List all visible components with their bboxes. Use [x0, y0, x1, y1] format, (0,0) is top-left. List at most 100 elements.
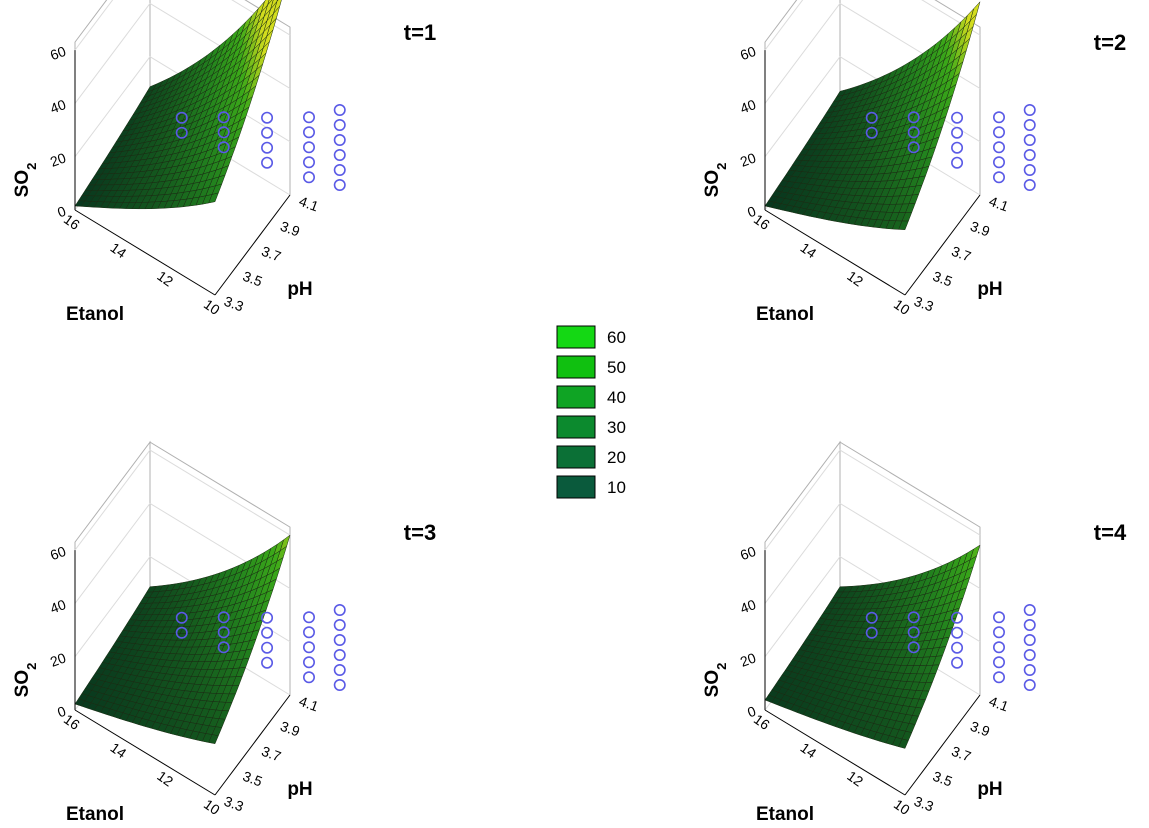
z-axis-label: SO2	[12, 163, 39, 198]
z-tick-label: 20	[738, 149, 758, 169]
z-tick-label: 20	[738, 649, 758, 669]
z-tick-label: 60	[48, 43, 68, 63]
observed-point	[907, 111, 920, 124]
x-tick-label: 12	[154, 768, 176, 790]
y-tick-label: 3.3	[912, 793, 936, 815]
surface-cell	[764, 694, 776, 703]
observed-points	[175, 104, 346, 192]
z-gridline	[764, 449, 981, 551]
y-tick-label: 3.5	[241, 268, 265, 290]
x-tick-label: 12	[154, 268, 176, 290]
z-axis-label: SO2	[702, 163, 729, 198]
legend: 60 50 40 30 20 10	[556, 325, 626, 499]
observed-point	[907, 611, 920, 624]
observed-point	[333, 634, 346, 647]
y-axis-label: pH	[287, 279, 312, 300]
legend-label: 50	[607, 358, 626, 377]
observed-point	[907, 626, 920, 639]
observed-point	[302, 171, 315, 184]
x-tick-label: 12	[844, 768, 866, 790]
observed-point	[333, 179, 346, 192]
observed-point	[1023, 134, 1036, 147]
observed-point	[217, 611, 230, 624]
observed-point	[1023, 649, 1036, 662]
z-tick-label: 20	[48, 149, 68, 169]
surface-cell	[74, 698, 86, 707]
observed-point	[175, 626, 188, 639]
observed-point	[951, 111, 964, 124]
z-gridline	[764, 0, 981, 51]
observed-point	[261, 626, 274, 639]
z-tick-label: 20	[48, 649, 68, 669]
observed-points	[865, 604, 1036, 692]
observed-point	[951, 156, 964, 169]
z-tick-label: 40	[48, 596, 68, 616]
x-axis-line	[764, 209, 906, 296]
y-tick-label: 3.7	[259, 743, 283, 765]
legend-swatch	[556, 355, 596, 379]
observed-point	[302, 626, 315, 639]
x-tick-label: 12	[844, 268, 866, 290]
y-tick-label: 3.3	[222, 293, 246, 315]
y-tick-label: 4.1	[297, 193, 321, 215]
observed-point	[992, 126, 1005, 139]
z-tick-label: 40	[738, 96, 758, 116]
observed-point	[302, 156, 315, 169]
observed-point	[217, 626, 230, 639]
x-tick-label: 10	[201, 796, 223, 818]
z-tick-label: 60	[738, 543, 758, 563]
observed-point	[1023, 664, 1036, 677]
observed-point	[1023, 679, 1036, 692]
observed-point	[865, 611, 878, 624]
observed-point	[333, 649, 346, 662]
observed-point	[865, 111, 878, 124]
observed-point	[1023, 104, 1036, 117]
observed-points	[175, 604, 346, 692]
surface	[74, 0, 282, 210]
observed-point	[1023, 619, 1036, 632]
panel-title: t=4	[1094, 520, 1127, 545]
observed-point	[261, 156, 274, 169]
observed-point	[1023, 164, 1036, 177]
z-axis-label: SO2	[702, 663, 729, 698]
y-axis-line	[214, 694, 291, 796]
x-axis-label: Etanol	[756, 304, 814, 325]
observed-point	[992, 626, 1005, 639]
x-axis-line	[74, 209, 216, 296]
observed-point	[951, 611, 964, 624]
surface	[764, 544, 981, 749]
observed-point	[217, 111, 230, 124]
observed-point	[261, 656, 274, 669]
observed-point	[951, 126, 964, 139]
legend-swatch	[556, 475, 596, 499]
observed-point	[302, 141, 315, 154]
observed-point	[907, 126, 920, 139]
observed-point	[992, 141, 1005, 154]
y-tick-label: 3.3	[912, 293, 936, 315]
observed-point	[217, 641, 230, 654]
x-tick-label: 10	[891, 796, 913, 818]
observed-point	[992, 156, 1005, 169]
observed-point	[1023, 634, 1036, 647]
y-tick-label: 3.9	[968, 718, 992, 740]
observed-point	[865, 626, 878, 639]
observed-point	[333, 134, 346, 147]
observed-point	[261, 111, 274, 124]
observed-point	[992, 611, 1005, 624]
legend-label: 40	[607, 388, 626, 407]
observed-point	[217, 126, 230, 139]
observed-point	[1023, 179, 1036, 192]
x-tick-label: 14	[108, 239, 130, 261]
x-axis-label: Etanol	[66, 304, 124, 325]
observed-point	[951, 626, 964, 639]
y-axis-label: pH	[977, 279, 1002, 300]
z-gridline	[74, 0, 291, 51]
back-wall-right	[839, 441, 981, 695]
y-tick-label: 3.9	[278, 218, 302, 240]
observed-point	[261, 141, 274, 154]
observed-point	[951, 641, 964, 654]
observed-point	[992, 171, 1005, 184]
observed-point	[175, 611, 188, 624]
